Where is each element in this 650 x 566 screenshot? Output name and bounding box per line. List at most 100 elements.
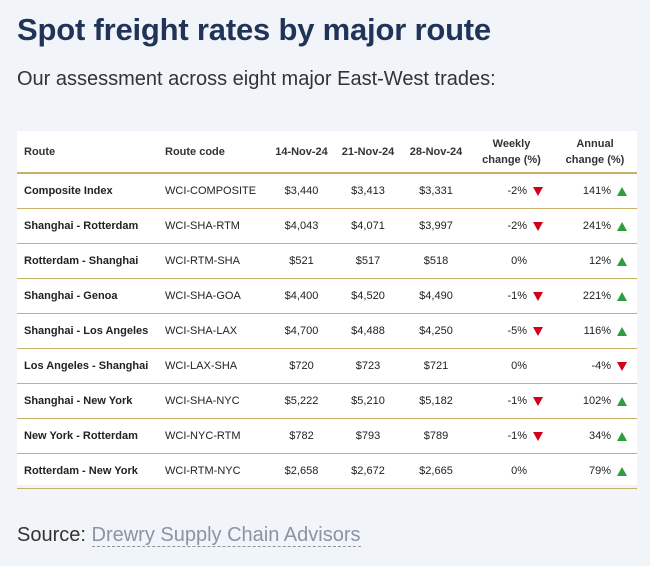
cell-rate-date-2: $793 (334, 418, 402, 454)
cell-weekly-change: -1% (470, 418, 553, 454)
arrow-up-icon (617, 256, 627, 266)
table-header-row: Route Route code 14-Nov-24 21-Nov-24 28-… (17, 131, 637, 174)
cell-rate-date-1: $782 (269, 418, 334, 454)
cell-weekly-change-value: -2% (507, 185, 527, 197)
column-header-date-1: 14-Nov-24 (269, 131, 334, 174)
arrow-down-icon (533, 221, 543, 231)
cell-rate-date-3: $4,490 (402, 278, 470, 314)
cell-annual-change: -4% (553, 348, 637, 384)
cell-rate-date-2: $723 (334, 348, 402, 384)
cell-weekly-change: -1% (470, 278, 553, 314)
cell-annual-change-value: 141% (582, 185, 611, 197)
source-note: Source: Drewry Supply Chain Advisors (17, 524, 361, 547)
arrow-up-icon (617, 466, 627, 476)
column-header-date-3: 28-Nov-24 (402, 131, 470, 174)
cell-annual-change-value: 79% (588, 465, 611, 477)
column-header-annual: Annual change (%) (553, 131, 637, 174)
arrow-up-icon (617, 431, 627, 441)
cell-weekly-change-value: -1% (507, 290, 527, 302)
cell-weekly-change: -1% (470, 383, 553, 419)
cell-route: Shanghai - Los Angeles (17, 313, 161, 349)
column-header-route: Route (17, 131, 161, 174)
cell-annual-change-value: 221% (582, 290, 611, 302)
cell-annual-change: 12% (553, 243, 637, 279)
cell-rate-date-2: $3,413 (334, 173, 402, 209)
cell-annual-change: 79% (553, 453, 637, 489)
cell-annual-change: 141% (553, 173, 637, 209)
cell-annual-change: 221% (553, 278, 637, 314)
cell-rate-date-3: $5,182 (402, 383, 470, 419)
cell-route: Composite Index (17, 173, 161, 209)
cell-annual-change: 241% (553, 208, 637, 244)
cell-route-code: WCI-RTM-SHA (161, 243, 269, 279)
cell-weekly-change-value: 0% (511, 465, 527, 477)
cell-rate-date-3: $789 (402, 418, 470, 454)
cell-weekly-change-value: -1% (507, 430, 527, 442)
cell-annual-change-value: 12% (588, 255, 611, 267)
cell-annual-change-value: 102% (582, 395, 611, 407)
column-header-weekly-line2: change (%) (482, 153, 541, 166)
column-header-weekly: Weekly change (%) (470, 131, 553, 174)
page-title: Spot freight rates by major route (17, 12, 491, 47)
cell-rate-date-2: $4,071 (334, 208, 402, 244)
cell-weekly-change: 0% (470, 453, 553, 489)
column-header-date-2: 21-Nov-24 (334, 131, 402, 174)
cell-rate-date-2: $517 (334, 243, 402, 279)
cell-rate-date-1: $720 (269, 348, 334, 384)
cell-rate-date-1: $4,700 (269, 313, 334, 349)
cell-route-code: WCI-SHA-LAX (161, 313, 269, 349)
cell-weekly-change: -2% (470, 208, 553, 244)
cell-route: Shanghai - Rotterdam (17, 208, 161, 244)
cell-rate-date-2: $5,210 (334, 383, 402, 419)
table-row: Shanghai - Los Angeles WCI-SHA-LAX $4,700 $… (17, 313, 637, 349)
arrow-up-icon (617, 396, 627, 406)
cell-route-code: WCI-LAX-SHA (161, 348, 269, 384)
table-row: New York - Rotterdam WCI-NYC-RTM $782 $793 $… (17, 418, 637, 454)
cell-rate-date-1: $4,400 (269, 278, 334, 314)
arrow-down-icon (533, 396, 543, 406)
freight-rates-table-card: Route Route code 14-Nov-24 21-Nov-24 28-… (17, 131, 637, 489)
cell-rate-date-3: $2,665 (402, 453, 470, 489)
cell-route-code: WCI-SHA-RTM (161, 208, 269, 244)
source-label: Source: (17, 524, 86, 546)
cell-rate-date-3: $3,997 (402, 208, 470, 244)
cell-route-code: WCI-COMPOSITE (161, 173, 269, 209)
arrow-down-icon (533, 291, 543, 301)
cell-rate-date-2: $2,672 (334, 453, 402, 489)
source-link[interactable]: Drewry Supply Chain Advisors (91, 524, 361, 547)
cell-route: Rotterdam - Shanghai (17, 243, 161, 279)
arrow-down-icon (533, 326, 543, 336)
table-row: Rotterdam - New York WCI-RTM-NYC $2,658 $2,… (17, 453, 637, 489)
cell-rate-date-2: $4,488 (334, 313, 402, 349)
cell-rate-date-3: $3,331 (402, 173, 470, 209)
cell-annual-change-value: 241% (582, 220, 611, 232)
cell-weekly-change: 0% (470, 348, 553, 384)
table-row: Shanghai - Genoa WCI-SHA-GOA $4,400 $4,520 $… (17, 278, 637, 314)
cell-rate-date-3: $518 (402, 243, 470, 279)
cell-rate-date-1: $3,440 (269, 173, 334, 209)
cell-annual-change: 34% (553, 418, 637, 454)
arrow-up-icon (617, 186, 627, 196)
cell-weekly-change: -5% (470, 313, 553, 349)
cell-route: Shanghai - New York (17, 383, 161, 419)
arrow-up-icon (617, 291, 627, 301)
cell-rate-date-3: $4,250 (402, 313, 470, 349)
cell-annual-change-value: -4% (591, 360, 611, 372)
table-row: Shanghai - New York WCI-SHA-NYC $5,222 $5,2… (17, 383, 637, 419)
column-header-weekly-line1: Weekly (492, 137, 531, 150)
cell-route-code: WCI-SHA-GOA (161, 278, 269, 314)
table-row: Shanghai - Rotterdam WCI-SHA-RTM $4,043 $4,… (17, 208, 637, 244)
freight-rates-table: Route Route code 14-Nov-24 21-Nov-24 28-… (17, 131, 637, 489)
cell-annual-change-value: 34% (588, 430, 611, 442)
cell-route-code: WCI-NYC-RTM (161, 418, 269, 454)
cell-annual-change: 102% (553, 383, 637, 419)
cell-weekly-change-value: -2% (507, 220, 527, 232)
cell-weekly-change-value: 0% (511, 255, 527, 267)
cell-rate-date-1: $5,222 (269, 383, 334, 419)
arrow-up-icon (617, 221, 627, 231)
column-header-annual-line2: change (%) (565, 153, 625, 166)
column-header-annual-line1: Annual (576, 137, 614, 150)
arrow-down-icon (617, 361, 627, 371)
cell-weekly-change-value: 0% (511, 360, 527, 372)
cell-rate-date-1: $2,658 (269, 453, 334, 489)
